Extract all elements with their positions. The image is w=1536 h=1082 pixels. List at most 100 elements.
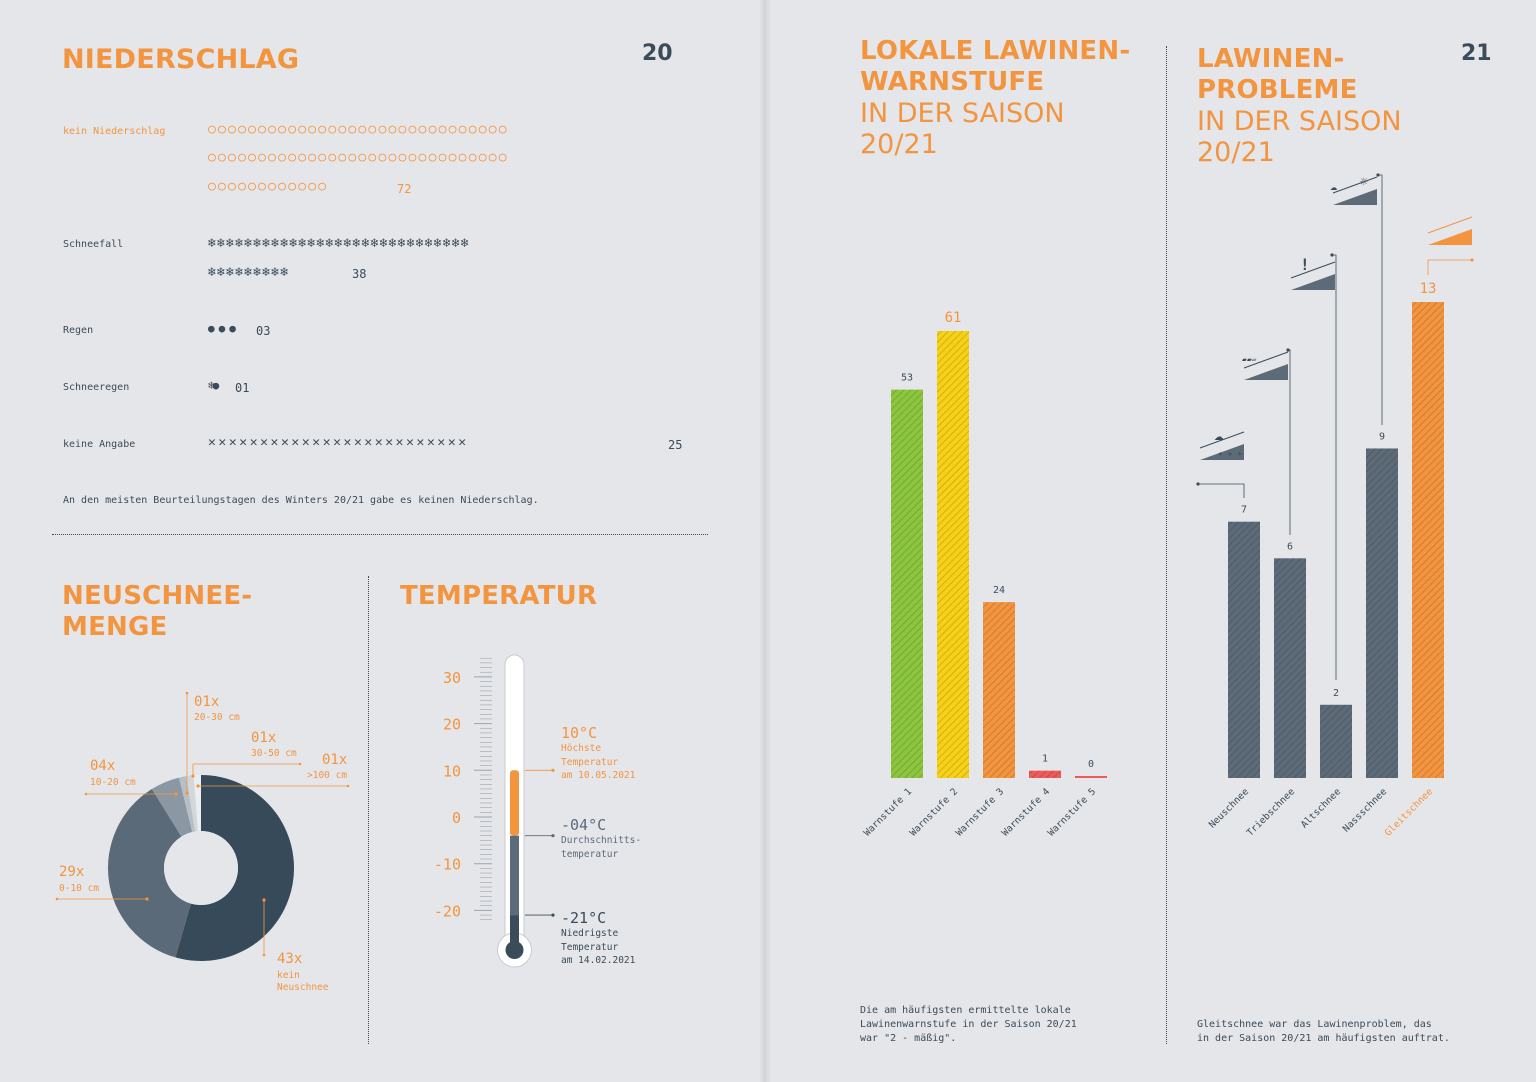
thermometer-chart: 30 20 10 0 -10 -20 (434, 654, 555, 968)
sun-icon-row-3: ○○○○○○○○○○○○ (208, 179, 329, 194)
slope-line-icon-0 (1199, 431, 1245, 449)
bar-value-label-3: 1 (1042, 754, 1048, 765)
bar-hatch-0 (1228, 521, 1260, 778)
problem-icon-leader-4 (1427, 259, 1472, 275)
thermo-fill-bulb (505, 941, 524, 959)
sun-icon-row-1: ○○○○○○○○○○○○○○○○○○○○○○○○○○○○○○ (208, 122, 509, 137)
left-page: NIEDERSCHLAG 20 kein Niederschlag ○○○○○○… (0, 0, 766, 1082)
thermo-tick-label: 10 (443, 762, 461, 780)
donut-category-label-5: >100 cm (307, 770, 347, 781)
problem-icon-leader-2 (1332, 254, 1337, 680)
sun-icon-row-2: ○○○○○○○○○○○○○○○○○○○○○○○○○○○○○○ (208, 150, 509, 165)
row-label-regen: Regen (63, 325, 94, 336)
problem-icon-leader-dot-3 (1376, 173, 1380, 177)
donut-value-label-5: 01x (322, 752, 347, 768)
thermometer-scale: 30 20 10 0 -10 -20 (434, 657, 492, 920)
warnstufe-title-1: LOKALE LAWINEN- (860, 36, 1131, 66)
bar-value-label-0: 7 (1241, 505, 1247, 516)
slope-icon-4 (1428, 229, 1472, 245)
count-keine-angabe: 25 (668, 438, 683, 452)
probleme-subtitle-1: IN DER SAISON (1197, 106, 1402, 137)
snowflake-icon-row-2: ❄❄❄❄❄❄❄❄❄ (208, 265, 290, 280)
probleme-subtitle-2: 20/21 (1197, 137, 1275, 168)
donut-slice-1 (107, 789, 191, 958)
bar-value-label-0: 53 (901, 373, 913, 384)
bar-category-label-2: Altschnee (1299, 786, 1343, 830)
min-temp-leader-dot (551, 913, 555, 917)
thermo-fill-max (510, 770, 519, 836)
page-number-left: 20 (642, 41, 673, 66)
problem-icons: ☁ * * * ▰▰▱! ☼ ☁ (1196, 173, 1474, 680)
count-schneefall: 38 (352, 267, 367, 281)
max-temp-label: Höchste Temperatur am 10.05.2021 (561, 743, 636, 781)
donut-leader-4 (192, 763, 300, 776)
bar-hatch-4 (1412, 302, 1444, 778)
donut-slice-5 (193, 775, 201, 832)
snowflake-icon-row-1: ❄❄❄❄❄❄❄❄❄❄❄❄❄❄❄❄❄❄❄❄❄❄❄❄❄❄❄❄❄ (208, 236, 470, 251)
slope-line-icon-2 (1290, 261, 1336, 279)
donut-leader-end-5 (346, 784, 350, 788)
row-label-keine-angabe: keine Angabe (63, 439, 136, 450)
bar-hatch-3 (1366, 448, 1398, 778)
problem-icon-leader-1 (1288, 349, 1291, 535)
bar-hatch-2 (1320, 704, 1352, 778)
donut-value-label-2: 04x (90, 758, 115, 774)
bar-value-label-3: 9 (1379, 431, 1385, 442)
donut-category-label-0: Neuschnee (277, 982, 329, 993)
donut-leader-end-1 (55, 897, 59, 901)
avg-temp-leader-dot (551, 834, 555, 838)
cross-icon-row: ✕✕✕✕✕✕✕✕✕✕✕✕✕✕✕✕✕✕✕✕✕✕✕✕✕ (208, 435, 469, 450)
donut-leader-dot-1 (145, 897, 149, 901)
min-temp-label: Niedrigste Temperatur am 14.02.2021 (561, 928, 636, 966)
right-page: LOKALE LAWINEN- WARNSTUFE IN DER SAISON … (770, 0, 1536, 1082)
donut-value-label-1: 29x (59, 864, 84, 880)
donut-value-label-0: 43x (277, 951, 302, 967)
thermo-tick-label: -10 (434, 856, 461, 874)
rain-cloud-icon: ☁ (1330, 179, 1337, 193)
wind-icon: ▰▰▱ (1242, 355, 1257, 364)
sleet-icon: ❄● (208, 379, 219, 392)
bar-value-label-1: 61 (945, 310, 962, 326)
problem-icon-leader-dot-4 (1470, 258, 1474, 262)
vertical-divider-right (1166, 46, 1167, 1044)
thermo-fill-avg (510, 835, 519, 916)
donut-leader-end-0 (262, 953, 266, 957)
thermo-tick-label: 30 (443, 669, 461, 687)
probleme-title-1: LAWINEN- (1197, 44, 1345, 74)
donut-hole (164, 831, 238, 905)
neuschnee-title-2: MENGE (62, 612, 168, 642)
bar-category-label-4: Gleitschnee (1383, 786, 1435, 838)
niederschlag-title: NIEDERSCHLAG (62, 44, 300, 75)
warning-icon: ! (1300, 255, 1310, 274)
slope-icon-0 (1200, 444, 1244, 460)
problem-icon-leader-dot-1 (1286, 348, 1290, 352)
slope-line-icon-3 (1332, 176, 1378, 194)
donut-slice-3 (179, 776, 196, 833)
cloud-icon: ☁ (1214, 425, 1224, 444)
bar-category-label-4: Warnstufe 5 (1046, 786, 1098, 838)
donut-category-label-0: kein (277, 970, 300, 981)
min-temp-value: -21°C (561, 909, 607, 927)
thermo-fill-min (510, 915, 519, 950)
raindrop-icon: ●●● (208, 322, 240, 335)
bar-category-label-0: Warnstufe 1 (862, 786, 914, 838)
donut-slice-4 (186, 775, 199, 832)
slope-icon-1 (1244, 364, 1288, 380)
donut-leader-end-2 (84, 792, 88, 796)
problem-icon-leader-0 (1198, 483, 1245, 498)
count-schneeregen: 01 (235, 381, 250, 395)
donut-leader-dot-0 (262, 898, 266, 902)
thermo-tick-label: -20 (434, 902, 461, 920)
temperatur-title: TEMPERATUR (400, 581, 598, 611)
bar-hatch-0 (891, 389, 923, 778)
avg-temp-label: Durchschnitts- temperatur (561, 835, 642, 860)
bar-hatch-2 (983, 602, 1015, 778)
donut-leader-dot-3 (185, 791, 189, 795)
bar-value-label-1: 6 (1287, 541, 1293, 552)
donut-leader-dot-4 (191, 774, 195, 778)
warnstufe-subtitle-2: 20/21 (860, 129, 938, 160)
snowflakes-icon: * * * (1218, 451, 1242, 460)
bar-value-label-2: 24 (993, 585, 1005, 596)
